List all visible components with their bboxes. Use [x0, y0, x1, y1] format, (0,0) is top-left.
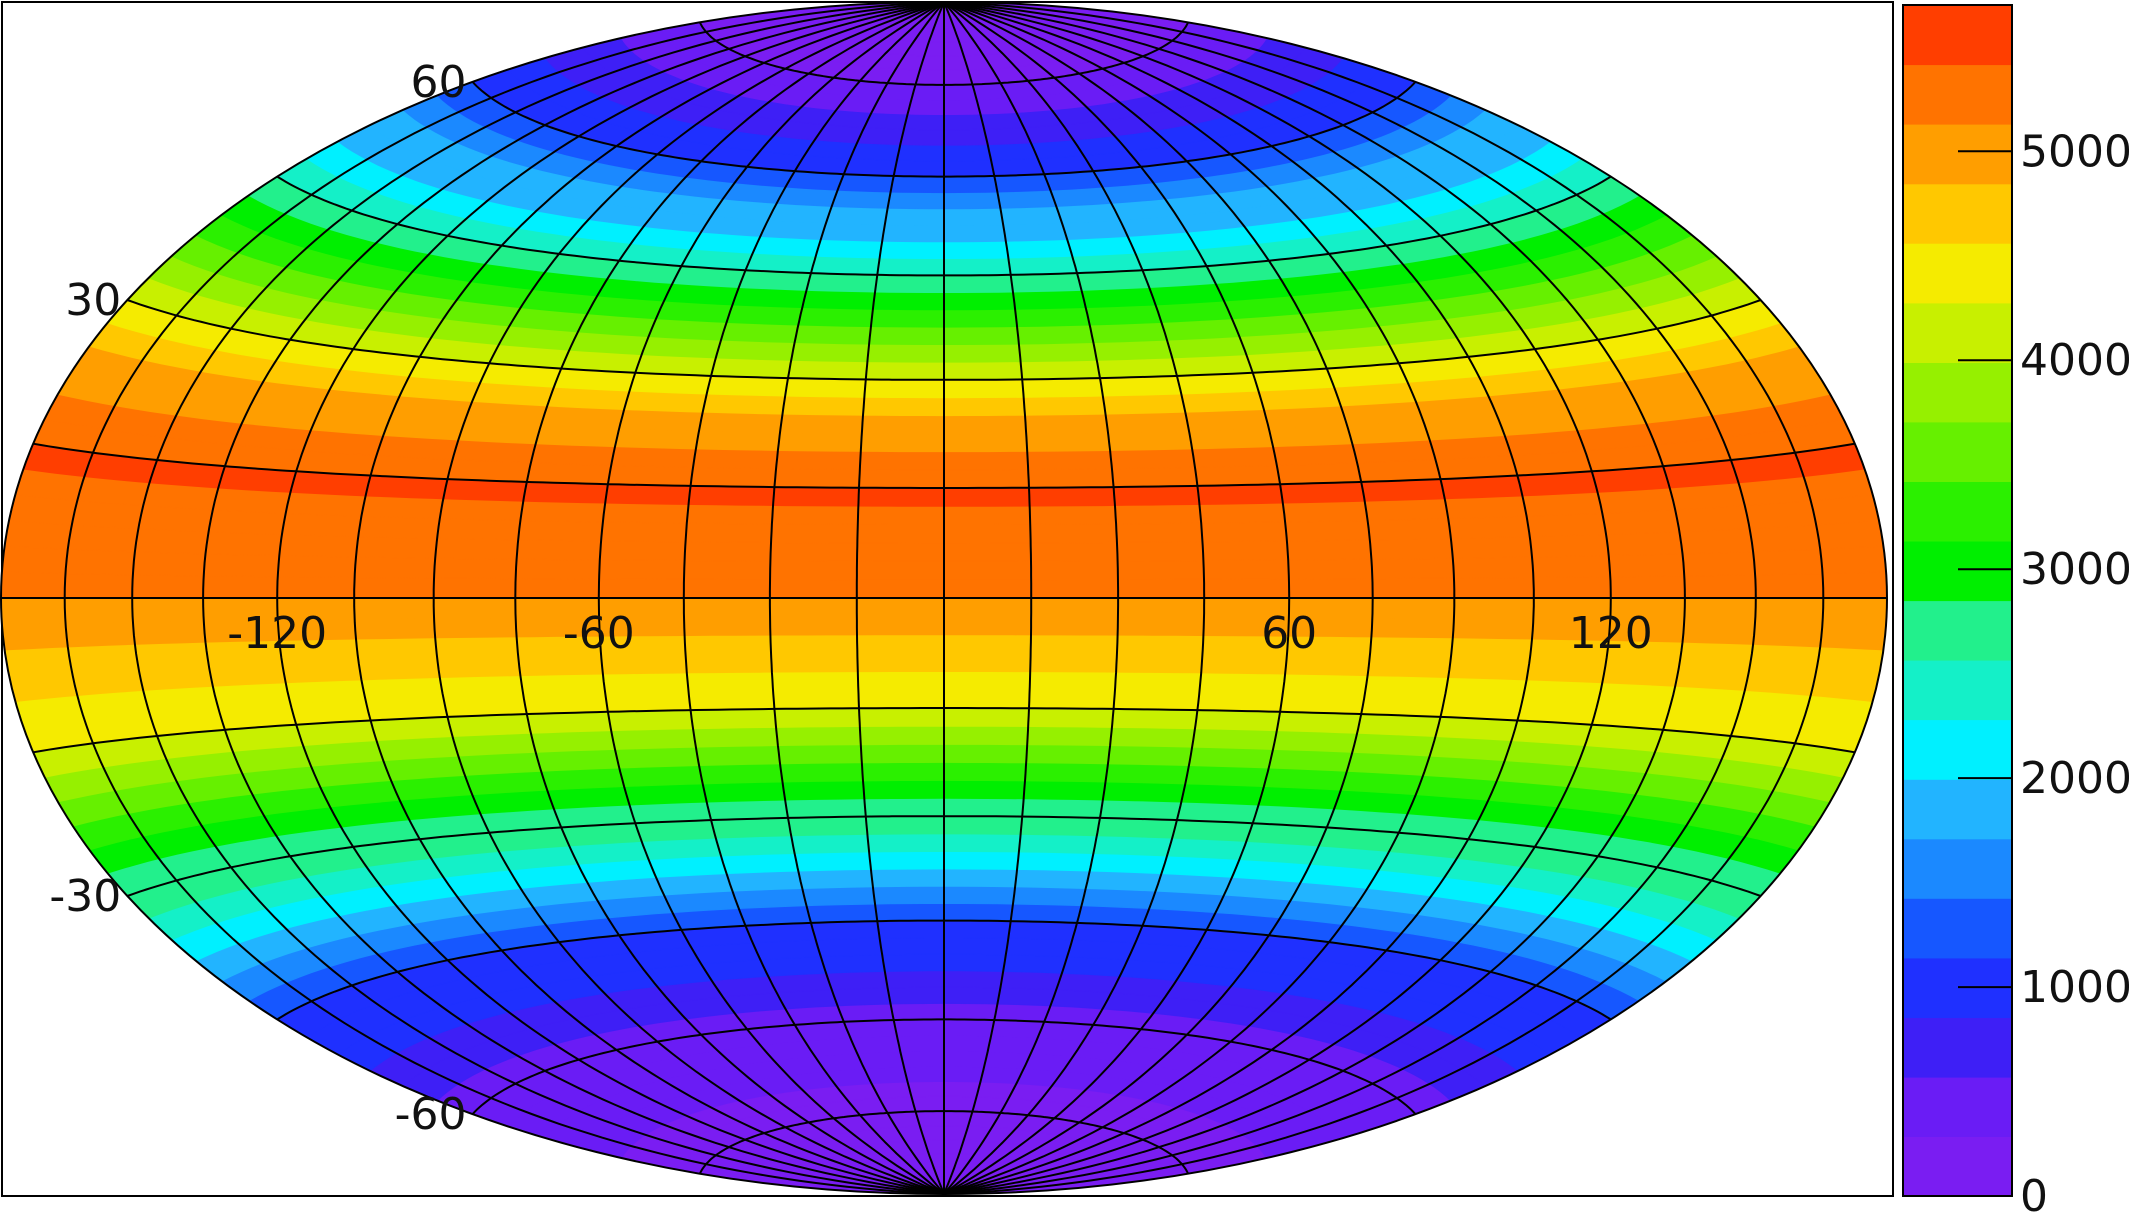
colorbar-tick-label: 5000 [2020, 126, 2129, 177]
colorbar-swatch [1903, 302, 2012, 363]
meridian-line [597, 2, 945, 1194]
meridian-line [943, 2, 1291, 1194]
colorbar-tick-label: 4000 [2020, 335, 2129, 386]
colorbar-tick-label: 0 [2020, 1171, 2048, 1214]
latitude-tick-label: 30 [65, 275, 121, 326]
meridian-line [514, 2, 945, 1194]
meridian-line [943, 2, 1456, 1194]
colorbar-swatch [1903, 1076, 2012, 1137]
colorbar-frame [1902, 4, 2013, 1197]
meridian-line [682, 2, 945, 1194]
meridian-line [943, 2, 1686, 1194]
colorbar-tick-label: 1000 [2020, 962, 2129, 1013]
colorbar-tick-label: 2000 [2020, 753, 2129, 804]
longitude-tick-label: -60 [563, 608, 635, 659]
meridian-line [943, 2, 1120, 1194]
colorbar-swatch [1903, 600, 2012, 661]
meridian-line [943, 2, 1825, 1194]
map-outline [0, 1, 1888, 1195]
latitude-tick-label: 60 [411, 57, 467, 108]
colorbar-swatch [1903, 183, 2012, 244]
colorbar-swatch [1903, 1136, 2012, 1197]
meridian-line [943, 2, 1757, 1194]
colorbar-swatch [1903, 719, 2012, 780]
meridian-line [63, 2, 945, 1194]
colorbar-swatch [1903, 1017, 2012, 1078]
colorbar-ticks: 0 1000 2000 3000 4000 5000 [1958, 126, 2129, 1218]
colorbar-swatch [1903, 660, 2012, 721]
latitude-tick-label: -60 [395, 1089, 467, 1140]
meridian-line [768, 2, 945, 1194]
colorbar-swatch [1903, 243, 2012, 304]
colorbar-swatch [1903, 779, 2012, 840]
longitude-tick-label: 120 [1569, 608, 1653, 659]
meridian-line [943, 2, 1374, 1194]
latitude-labels: 60 30 -30 -60 [49, 57, 466, 1140]
meridian-line [131, 2, 945, 1194]
meridian-line [943, 2, 1612, 1194]
meridian-line [943, 2, 1206, 1194]
longitude-tick-label: 60 [1261, 608, 1317, 659]
meridian-line [202, 2, 945, 1194]
colorbar-swatch [1903, 64, 2012, 125]
latitude-tick-label: -30 [49, 871, 121, 922]
colorbar [1902, 4, 2013, 1197]
colorbar-swatch [1903, 540, 2012, 602]
meridian-line [855, 2, 945, 1194]
colorbar-swatch [1903, 898, 2012, 959]
colorbar-swatch [1903, 838, 2012, 899]
meridian-line [943, 2, 1535, 1194]
colorbar-swatch [1903, 362, 2012, 423]
meridian-line [943, 2, 1033, 1194]
longitude-tick-label: -120 [227, 608, 327, 659]
meridian-line [353, 2, 945, 1194]
graticule [1, 2, 1887, 1194]
colorbar-swatch [1903, 421, 2012, 482]
colorbar-swatch [1903, 5, 2012, 66]
meridian-line [276, 2, 945, 1194]
colorbar-tick-label: 3000 [2020, 544, 2129, 595]
meridian-line [432, 2, 945, 1194]
colorbar-swatch [1903, 124, 2012, 185]
colorbar-swatch [1903, 481, 2012, 542]
longitude-labels: -120 -60 60 120 [227, 608, 1653, 659]
